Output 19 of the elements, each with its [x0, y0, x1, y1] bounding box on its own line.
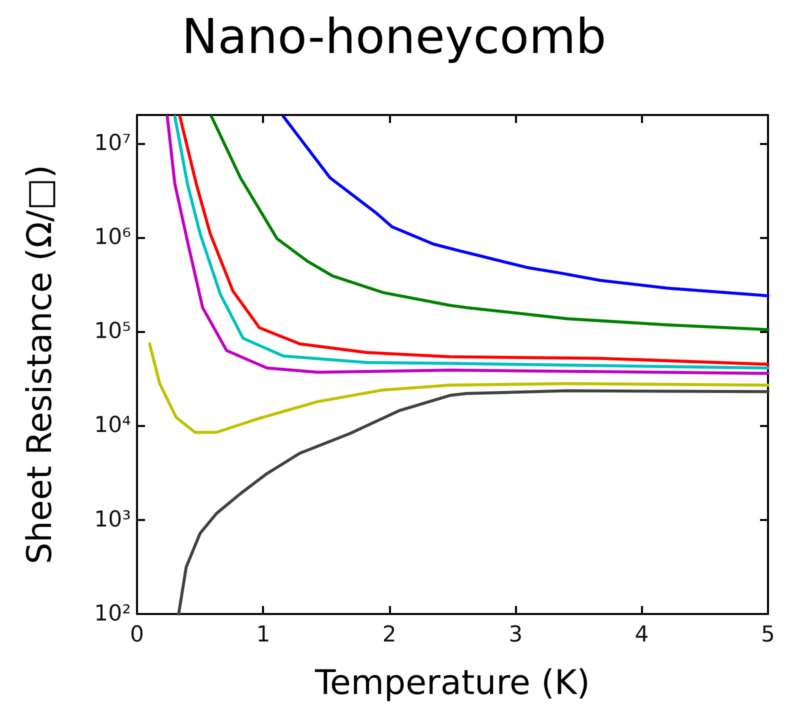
y-tick-label: 10³	[94, 507, 131, 532]
x-tick-label: 5	[761, 622, 775, 648]
x-tick-label: 1	[256, 622, 270, 648]
y-tick-label: 10⁵	[94, 319, 131, 344]
y-tick-label: 10⁶	[94, 224, 132, 250]
y-axis-title: Sheet Resistance (Ω/□)	[20, 164, 60, 564]
x-tick-label: 3	[508, 622, 523, 648]
x-tick-label: 2	[382, 622, 396, 648]
line-series	[177, 389, 770, 616]
line-series	[210, 114, 770, 332]
y-tick-label: 10²	[94, 602, 131, 626]
y-tick-label: 10⁴	[94, 413, 132, 438]
x-axis-title: Temperature (K)	[314, 663, 590, 703]
line-series	[148, 342, 770, 434]
line-series	[282, 114, 770, 298]
y-tick-label: 10⁷	[94, 130, 131, 156]
x-tick-label: 4	[634, 622, 649, 648]
x-tick-label: 0	[130, 622, 144, 648]
chart-title: Nano-honeycomb	[182, 9, 606, 65]
